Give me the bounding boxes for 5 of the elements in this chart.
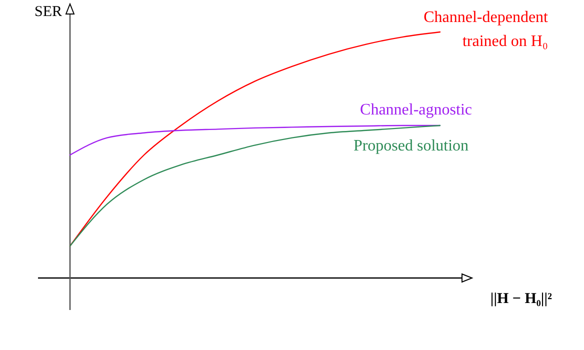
series-label: Proposed solution [353,137,469,154]
series-label: Channel-dependent trained on H₀ [424,9,549,50]
series-label: Channel-agnostic [360,101,472,118]
y-axis-title: SER [34,4,62,20]
x-axis-title: ||H − H₀||² [490,291,552,307]
